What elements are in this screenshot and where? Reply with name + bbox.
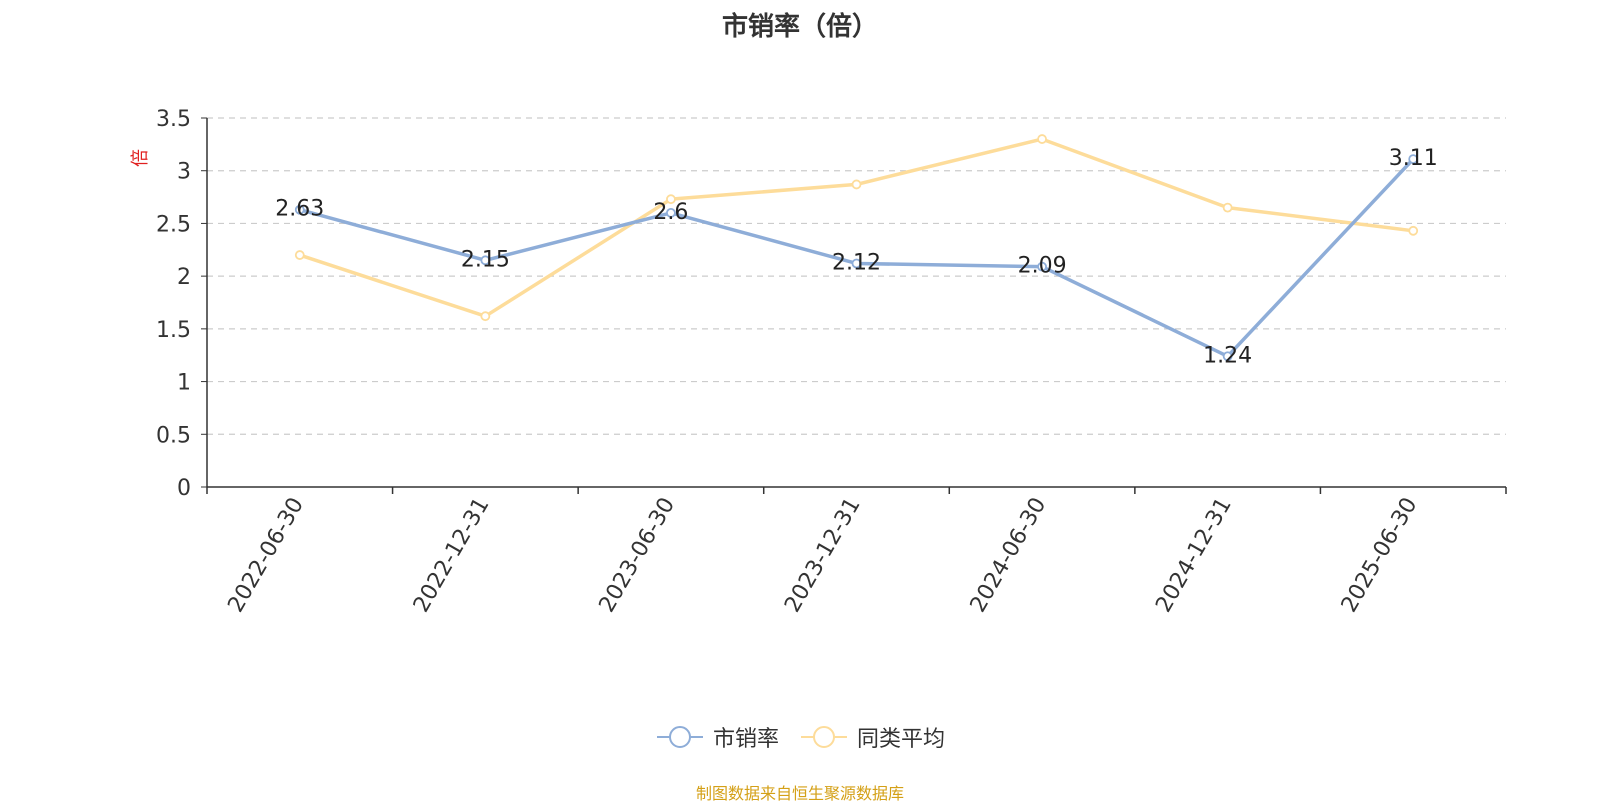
legend-swatch xyxy=(801,726,847,748)
legend-item[interactable]: 市销率 xyxy=(655,721,779,753)
legend: 市销率 同类平均 xyxy=(0,722,1600,752)
x-tick-label: 2022-06-30 xyxy=(223,494,309,617)
x-tick-label: 2025-06-30 xyxy=(1337,494,1423,617)
y-tick-label: 2.5 xyxy=(156,212,191,237)
legend-label: 同类平均 xyxy=(857,727,946,752)
data-point xyxy=(1037,261,1047,272)
chart-title: 市销率（倍） xyxy=(721,12,878,42)
data-point xyxy=(1222,202,1233,213)
data-point xyxy=(851,258,862,269)
y-tick-label: 3 xyxy=(177,160,191,185)
y-tick-label: 3.5 xyxy=(156,107,191,132)
series-lines xyxy=(294,134,1419,362)
grid-lines xyxy=(207,117,1506,435)
y-tick-label: 0.5 xyxy=(156,423,191,448)
data-point xyxy=(851,179,862,190)
data-point xyxy=(666,207,676,218)
x-tick-label: 2023-12-31 xyxy=(780,494,866,617)
data-point xyxy=(294,250,305,260)
legend-swatch xyxy=(656,726,703,748)
data-point xyxy=(480,311,491,322)
data-label: 2.09 xyxy=(1018,254,1067,279)
y-tick-label: 2 xyxy=(177,265,191,290)
x-tick-label: 2024-06-30 xyxy=(966,494,1052,617)
data-point xyxy=(294,204,305,215)
data-point xyxy=(480,255,491,266)
y-axis-label: 倍 xyxy=(130,149,151,167)
y-tick-label: 1.5 xyxy=(156,318,191,343)
data-labels: 2.63 2.15 2.6 2.12 2.09 1.24 3.11 xyxy=(275,146,1437,368)
y-tick-label: 0 xyxy=(177,476,191,501)
legend-label: 市销率 xyxy=(712,727,779,752)
data-point xyxy=(1222,351,1233,362)
data-point xyxy=(1408,154,1419,165)
y-tick-label: 1 xyxy=(177,371,191,396)
x-tick-label: 2023-06-30 xyxy=(595,494,681,617)
data-label: 2.12 xyxy=(832,250,881,275)
source-note: 制图数据来自恒生聚源数据库 xyxy=(695,784,904,803)
data-label: 2.63 xyxy=(275,197,324,222)
legend-item[interactable]: 同类平均 xyxy=(799,721,945,753)
x-tick-label: 2024-12-31 xyxy=(1151,494,1237,617)
data-label: 1.24 xyxy=(1203,343,1252,368)
data-label: 2.15 xyxy=(461,247,510,272)
data-point xyxy=(666,194,676,205)
series-line xyxy=(298,137,1415,318)
data-label: 3.11 xyxy=(1389,146,1438,171)
axes: 0 0.5 1 1.5 2 2.5 3 3.5 倍 2022-06-30 2022-12-31 202… xyxy=(130,107,1507,617)
data-label: 2.6 xyxy=(653,200,688,225)
data-point xyxy=(1037,134,1047,144)
x-tick-label: 2022-12-31 xyxy=(409,494,495,617)
data-point xyxy=(1408,225,1419,236)
